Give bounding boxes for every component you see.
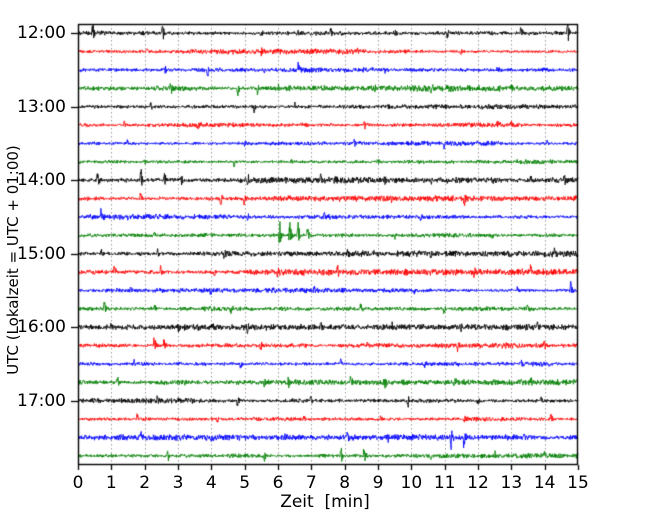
y-tick-label: 16:00	[17, 317, 66, 338]
x-tick-label: 11	[433, 473, 456, 493]
x-tick-label: 12	[467, 473, 489, 493]
x-tick-label: 6	[272, 473, 284, 493]
x-tick-label: 14	[533, 473, 556, 493]
y-tick-label: 17:00	[17, 390, 66, 411]
x-tick-label: 3	[172, 473, 184, 493]
y-tick-label: 12:00	[17, 23, 66, 44]
x-tick-label: 9	[372, 473, 384, 493]
x-axis-title: Zeit [min]	[280, 492, 370, 512]
x-tick-label: 15	[567, 473, 589, 493]
x-tick-label: 10	[400, 473, 423, 493]
x-tick-label: 13	[500, 473, 523, 493]
x-tick-label: 8	[339, 473, 351, 493]
x-tick-label: 4	[205, 473, 217, 493]
y-tick-label: 15:00	[17, 243, 66, 264]
y-tick-label: 14:00	[17, 170, 66, 191]
x-tick-label: 2	[139, 473, 151, 493]
x-tick-label: 7	[305, 473, 317, 493]
x-tick-label: 5	[239, 473, 251, 493]
y-tick-label: 13:00	[17, 96, 66, 117]
x-tick-label: 0	[72, 473, 84, 493]
x-tick-label: 1	[105, 473, 117, 493]
